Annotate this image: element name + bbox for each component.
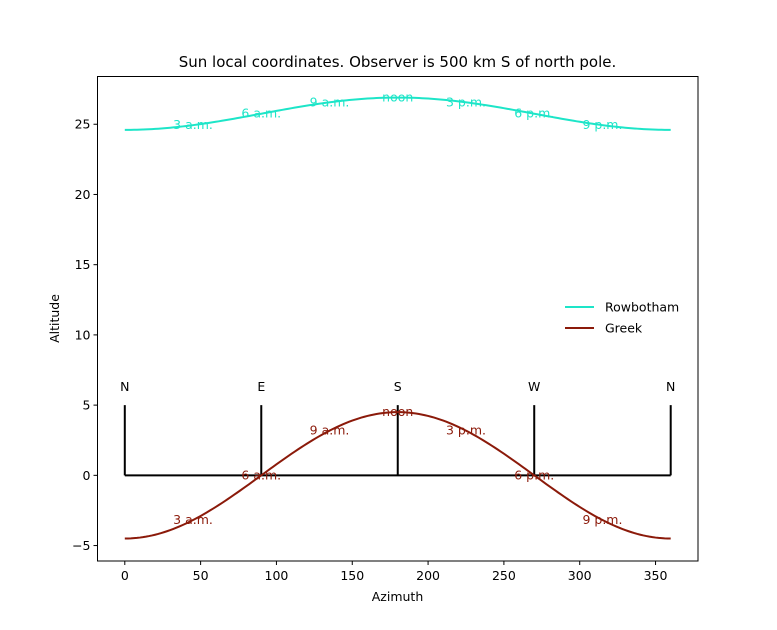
x-tick-label: 0 [121, 568, 129, 583]
compass-label-e: E [257, 379, 265, 394]
legend-label-greek: Greek [605, 321, 643, 336]
y-tick-label: 20 [75, 187, 91, 202]
x-tick-label: 50 [193, 568, 209, 583]
annotation-greek: 6 a.m. [241, 467, 281, 482]
annotation-greek: 9 p.m. [582, 512, 622, 527]
annotation-rowbotham: 6 a.m. [241, 106, 281, 121]
y-tick-label: 10 [75, 327, 91, 342]
x-axis: 0 50 100 150 200 250 300 350 [121, 561, 668, 583]
y-tick-label: 5 [83, 398, 91, 413]
series-line-rowbotham [124, 96, 671, 131]
annotation-rowbotham: 3 a.m. [173, 117, 213, 132]
annotation-rowbotham: 9 a.m. [310, 94, 350, 109]
legend-label-rowbotham: Rowbotham [605, 300, 679, 315]
compass-label-n: N [120, 379, 129, 394]
y-axis: −5 0 5 10 15 20 25 [72, 117, 98, 553]
axes-frame [97, 76, 699, 562]
compass-label-n: N [666, 379, 675, 394]
annotation-rowbotham: 9 p.m. [582, 117, 622, 132]
annotation-greek: 3 a.m. [173, 512, 213, 527]
x-tick-label: 100 [265, 568, 289, 583]
annotation-greek: 6 p.m. [514, 467, 554, 482]
y-tick-label: 0 [83, 468, 91, 483]
chart-title: Sun local coordinates. Observer is 500 k… [179, 53, 617, 71]
legend: Rowbotham Greek [565, 300, 679, 336]
plot-area: N E S W N 3 a.m. 6 a.m. 9 a.m. noon 3 p.m. 6 p.m. 9… [120, 90, 675, 540]
x-tick-label: 300 [568, 568, 592, 583]
series-line-greek [124, 411, 671, 540]
annotation-rowbotham: noon [382, 90, 413, 105]
x-axis-label: Azimuth [372, 589, 424, 604]
annotation-rowbotham: 3 p.m. [446, 94, 486, 109]
y-axis-label: Altitude [47, 294, 62, 343]
compass-label-s: S [394, 379, 402, 394]
x-tick-label: 200 [416, 568, 440, 583]
y-tick-label: 25 [75, 117, 91, 132]
x-tick-label: 350 [644, 568, 668, 583]
compass-label-w: W [528, 379, 540, 394]
y-tick-label: −5 [72, 538, 90, 553]
annotation-rowbotham: 6 p.m. [514, 106, 554, 121]
x-tick-label: 250 [492, 568, 516, 583]
annotation-greek: noon [382, 404, 413, 419]
annotation-greek: 9 a.m. [310, 423, 350, 438]
y-tick-label: 15 [75, 257, 91, 272]
annotation-greek: 3 p.m. [446, 423, 486, 438]
x-tick-label: 150 [340, 568, 364, 583]
